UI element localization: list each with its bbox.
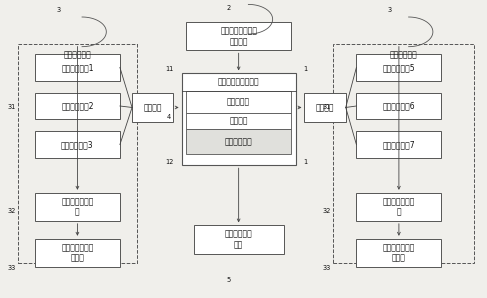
Bar — [35, 54, 120, 81]
Text: 通信模块: 通信模块 — [316, 103, 335, 112]
Bar — [356, 193, 441, 221]
Text: 2: 2 — [227, 5, 231, 11]
Text: 数据采集模块: 数据采集模块 — [63, 50, 91, 59]
Text: 1: 1 — [303, 66, 308, 72]
Bar — [187, 113, 291, 129]
Bar — [132, 93, 173, 122]
Text: 通信模块: 通信模块 — [144, 103, 162, 112]
Text: 33: 33 — [323, 265, 331, 271]
Text: 数据采集平面分
布站点: 数据采集平面分 布站点 — [383, 243, 415, 263]
Text: 31: 31 — [7, 105, 16, 111]
Text: 32: 32 — [323, 208, 331, 214]
Text: 信号传输: 信号传输 — [229, 117, 248, 125]
Bar — [35, 193, 120, 221]
Bar — [304, 93, 346, 122]
Bar — [333, 44, 474, 263]
Text: 3: 3 — [387, 7, 391, 13]
Text: 数据采集子站6: 数据采集子站6 — [383, 102, 415, 111]
Text: 数据采集子站2: 数据采集子站2 — [61, 102, 94, 111]
Text: 施工过程性能状态
计算模块: 施工过程性能状态 计算模块 — [220, 27, 257, 46]
Text: 12: 12 — [165, 159, 173, 165]
Text: 数据采集平面分
布站点: 数据采集平面分 布站点 — [61, 243, 94, 263]
Text: 监测信息共享
模块: 监测信息共享 模块 — [225, 230, 253, 249]
Bar — [356, 131, 441, 158]
Text: 数据采集子站5: 数据采集子站5 — [383, 63, 415, 72]
Text: 信号接收器: 信号接收器 — [227, 97, 250, 106]
Bar — [187, 91, 291, 113]
Text: 项目管理系统: 项目管理系统 — [225, 137, 253, 146]
Bar — [35, 131, 120, 158]
Text: 11: 11 — [165, 66, 173, 72]
Text: 1: 1 — [303, 159, 308, 165]
Text: 数据采集楼层站
点: 数据采集楼层站 点 — [61, 197, 94, 217]
Bar — [194, 225, 283, 254]
Bar — [356, 54, 441, 81]
Text: 数据采集子站7: 数据采集子站7 — [383, 140, 415, 149]
Bar — [35, 93, 120, 119]
Bar — [18, 44, 137, 263]
Bar — [182, 73, 296, 165]
Text: 数据采集楼层站
点: 数据采集楼层站 点 — [383, 197, 415, 217]
Text: 3: 3 — [57, 7, 61, 13]
Text: 32: 32 — [7, 208, 16, 214]
Bar — [356, 239, 441, 267]
Bar — [35, 239, 120, 267]
Text: 数据采集子站1: 数据采集子站1 — [61, 63, 94, 72]
Text: 31: 31 — [323, 105, 331, 111]
Text: 项目部中央控制模块: 项目部中央控制模块 — [218, 77, 260, 86]
Bar — [356, 93, 441, 119]
Text: 数据采集模块: 数据采集模块 — [390, 50, 418, 59]
Bar — [187, 22, 291, 50]
Text: 33: 33 — [7, 265, 16, 271]
Bar — [187, 129, 291, 154]
Text: 数据采集子站3: 数据采集子站3 — [61, 140, 94, 149]
Text: 5: 5 — [227, 277, 231, 283]
Text: 4: 4 — [167, 114, 171, 120]
